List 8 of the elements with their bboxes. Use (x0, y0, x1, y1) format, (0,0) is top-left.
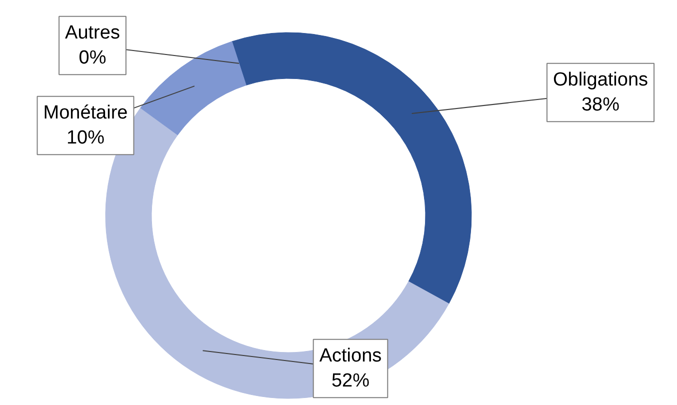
data-label: 38% (581, 94, 620, 116)
slice-label: Monétaire (43, 102, 128, 124)
text: 0% (78, 48, 106, 69)
slice-label: Obligations (552, 69, 648, 90)
category-label: Autres (65, 22, 120, 44)
data-label: 52% (331, 370, 370, 392)
slice-label: Actions (319, 345, 382, 366)
data-label: 10% (66, 128, 105, 149)
